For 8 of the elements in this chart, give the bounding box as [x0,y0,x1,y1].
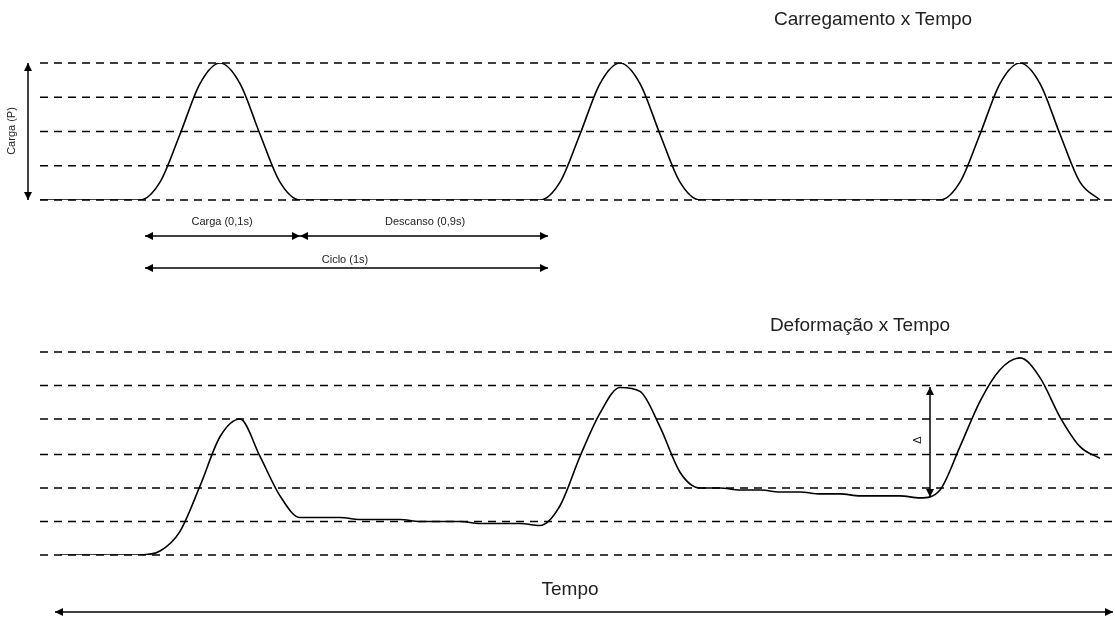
text: Descanso (0,9s) [384,215,466,228]
y-axis-title: Carga (P) [5,107,18,155]
text: Carga (0,1s) [191,215,253,228]
chart-title: Deformação x Tempo [769,314,951,336]
chart-title: Carregamento x Tempo [773,8,973,30]
annotation: Δ [911,435,924,444]
x-axis-title: Tempo [541,578,599,600]
text: Ciclo (1s) [321,253,369,266]
